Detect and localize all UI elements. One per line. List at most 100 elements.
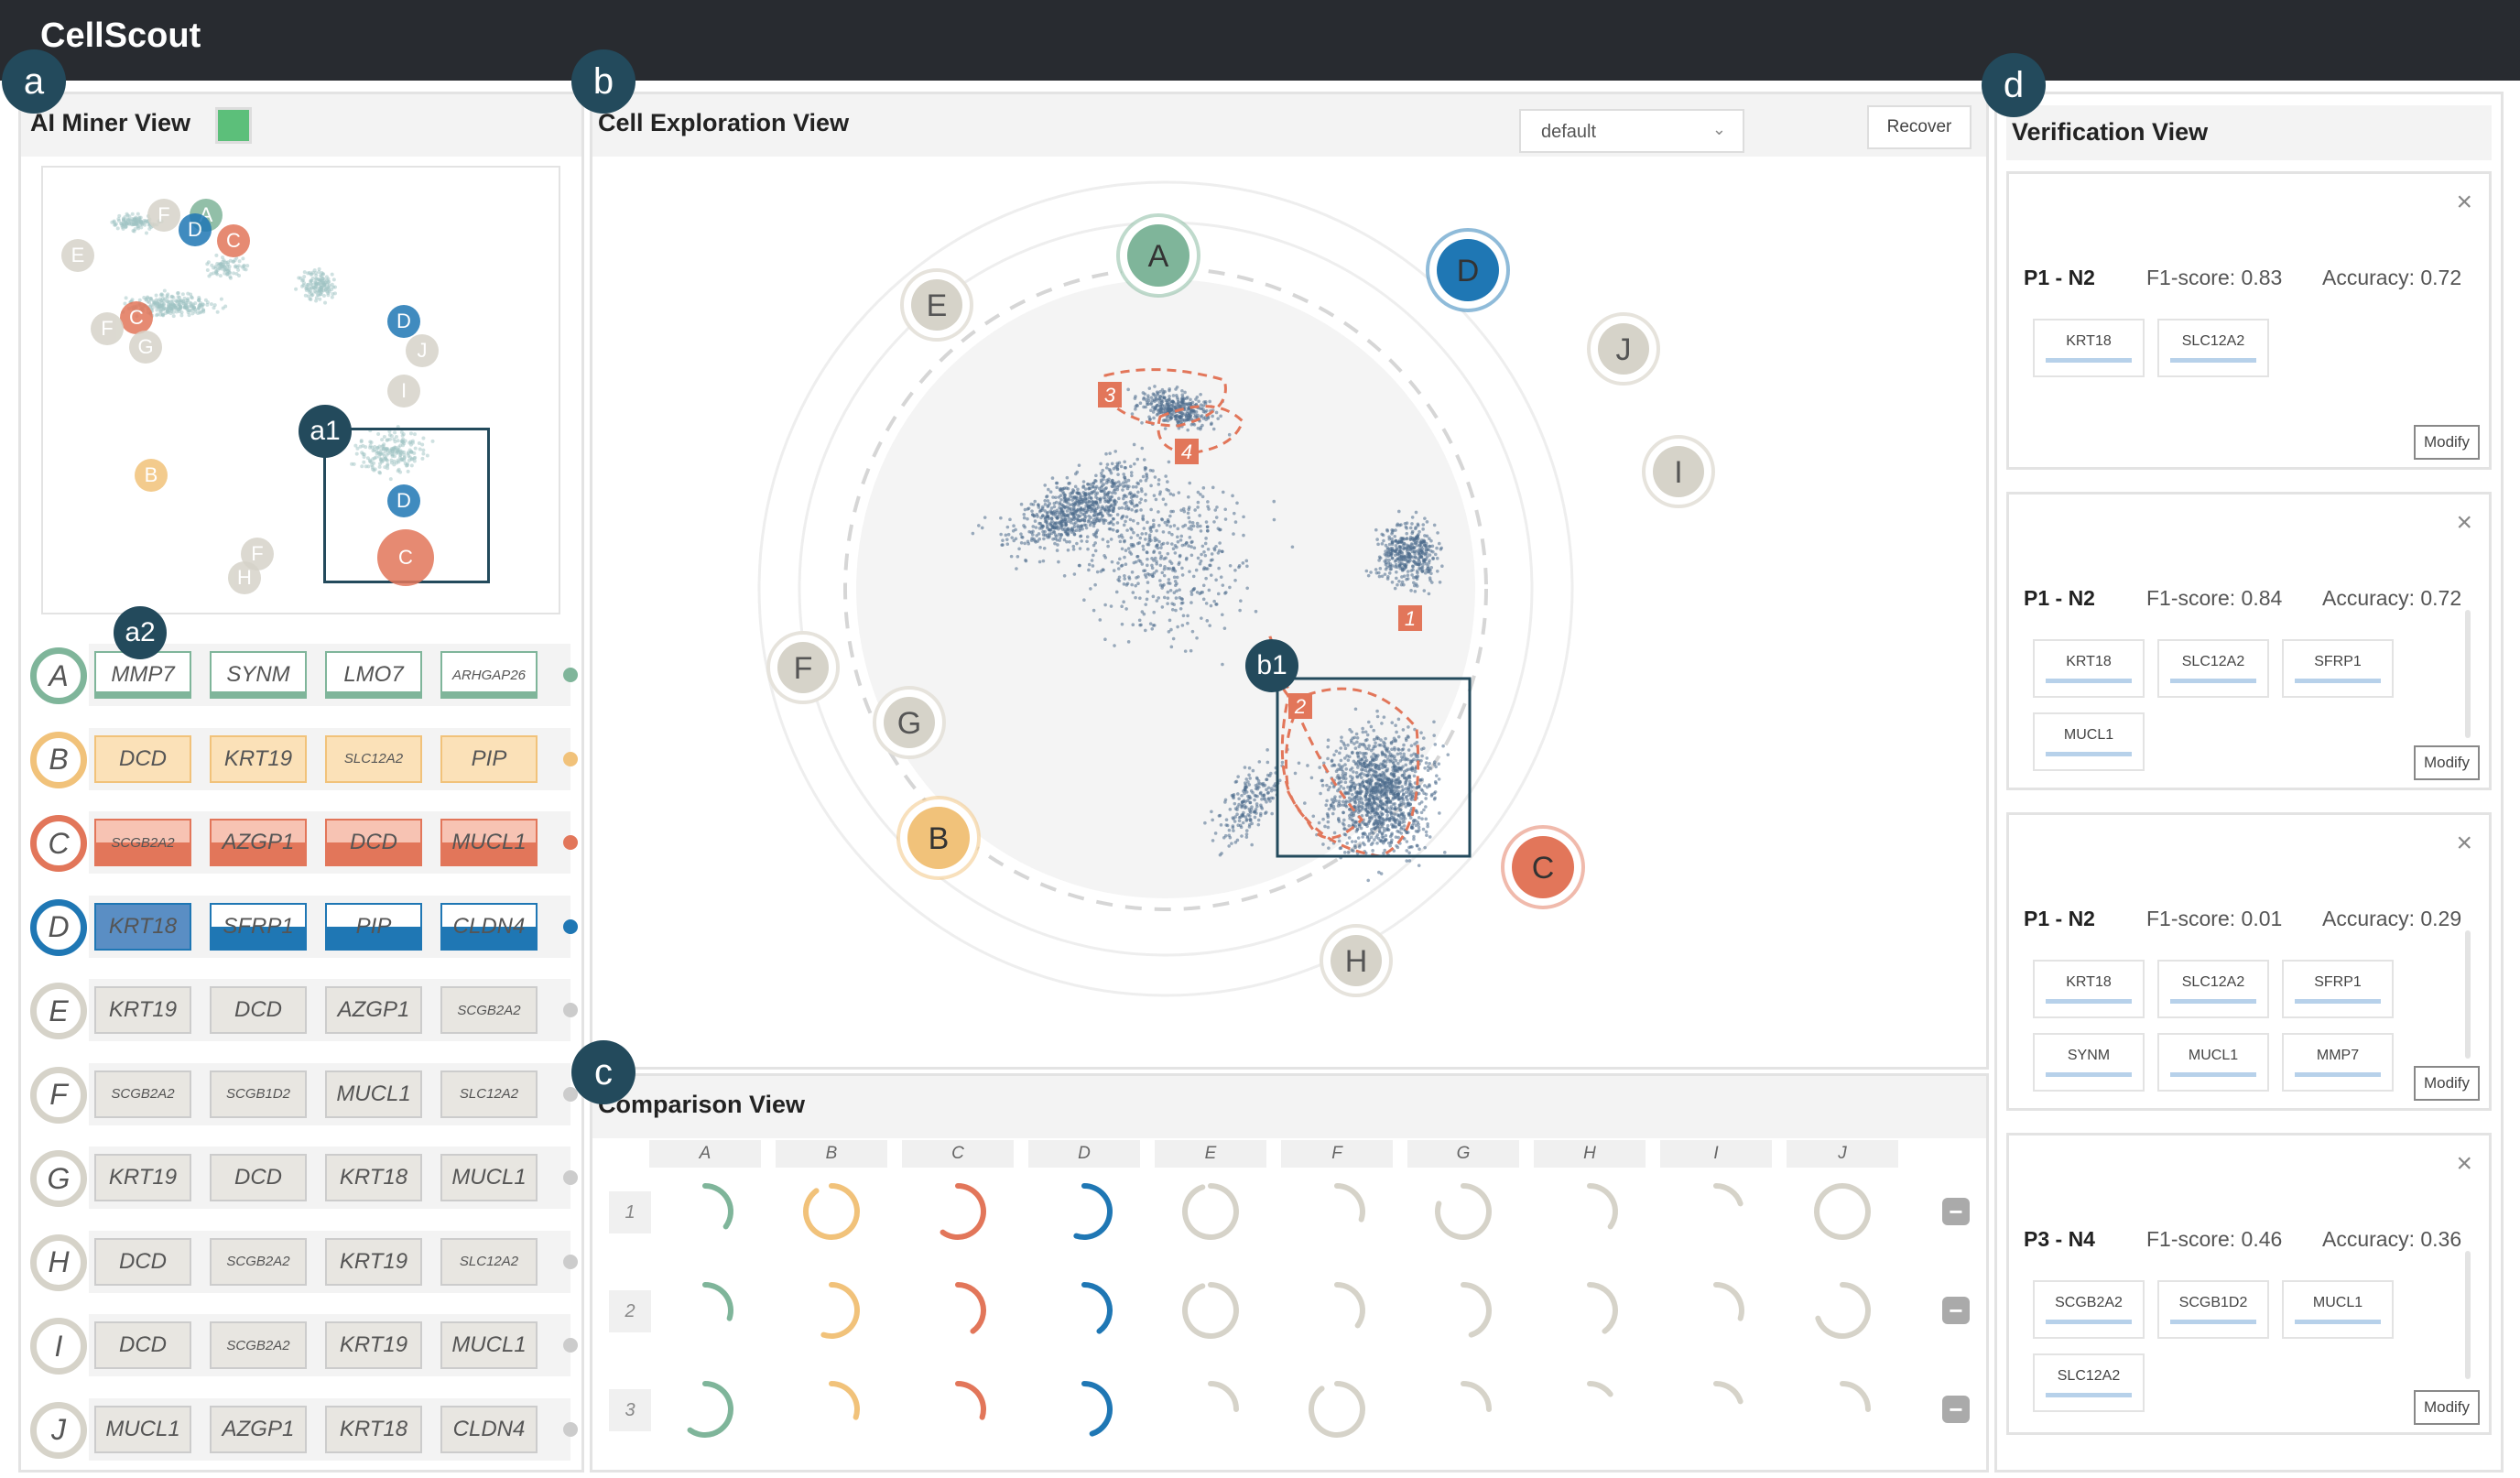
marker-gene[interactable]: SCGB1D2	[210, 1070, 307, 1118]
comparison-arc[interactable]	[1073, 1183, 1113, 1240]
overview-cluster-node[interactable]: C	[120, 301, 153, 334]
marker-gene[interactable]: PIP	[325, 902, 422, 951]
cluster-region[interactable]	[1103, 368, 1227, 428]
marker-gene[interactable]: AZGP1	[325, 986, 422, 1034]
overview-cluster-node[interactable]: F	[241, 538, 274, 571]
marker-gene[interactable]: PIP	[440, 734, 538, 783]
marker-gene[interactable]: KRT18	[94, 902, 191, 951]
comparison-arc[interactable]	[1182, 1183, 1239, 1240]
comparison-arc[interactable]	[955, 1381, 986, 1420]
comparison-arc[interactable]	[1587, 1282, 1618, 1334]
region-label-box[interactable]	[1398, 605, 1422, 631]
marker-gene[interactable]: KRT19	[94, 986, 191, 1034]
cluster-label-j[interactable]: J	[30, 1401, 87, 1459]
cluster-node-g[interactable]	[884, 697, 935, 748]
layout-dropdown[interactable]: default ⌄	[1519, 109, 1744, 153]
overview-cluster-node[interactable]: C	[217, 224, 250, 257]
overview-cluster-node[interactable]: E	[61, 239, 94, 272]
cluster-label-h[interactable]: H	[30, 1233, 87, 1291]
marker-gene[interactable]: CLDN4	[440, 1405, 538, 1453]
cluster-label-b[interactable]: B	[30, 731, 87, 788]
comparison-arc[interactable]	[1334, 1183, 1365, 1223]
comparison-arc[interactable]	[1208, 1381, 1239, 1412]
region-label-box[interactable]	[1098, 382, 1122, 408]
comparison-arc[interactable]	[1815, 1282, 1871, 1339]
comparison-arc[interactable]	[687, 1381, 733, 1438]
marker-gene[interactable]: MUCL1	[325, 1070, 422, 1118]
marker-gene[interactable]: SCGB2A2	[440, 986, 538, 1034]
cluster-node-e[interactable]	[911, 279, 962, 331]
overview-cluster-node[interactable]: D	[387, 305, 420, 338]
card-gene-chip[interactable]: SLC12A2	[2033, 1353, 2145, 1412]
marker-gene[interactable]: CLDN4	[440, 902, 538, 951]
marker-gene[interactable]: AZGP1	[210, 819, 307, 866]
marker-gene[interactable]: DCD	[210, 1154, 307, 1201]
marker-gene[interactable]: DCD	[94, 1237, 191, 1286]
comparison-arc[interactable]	[803, 1183, 860, 1240]
close-icon[interactable]: ×	[2456, 1148, 2472, 1179]
card-gene-chip[interactable]: KRT18	[2033, 960, 2145, 1018]
card-gene-chip[interactable]: KRT18	[2033, 319, 2145, 377]
marker-gene[interactable]: DCD	[210, 986, 307, 1034]
comparison-arc[interactable]	[1461, 1381, 1492, 1412]
marker-gene[interactable]: SCGB2A2	[94, 1070, 191, 1118]
cluster-region[interactable]	[1285, 687, 1420, 858]
cluster-region[interactable]	[1268, 636, 1364, 840]
comparison-arc[interactable]	[1713, 1381, 1743, 1405]
cluster-label-c[interactable]: C	[30, 815, 87, 872]
cluster-label-f[interactable]: F	[30, 1066, 87, 1124]
overview-cluster-node[interactable]: D	[179, 213, 212, 246]
selection-box[interactable]	[1276, 677, 1472, 858]
comparison-arc[interactable]	[820, 1282, 860, 1339]
modify-button[interactable]: Modify	[2414, 1390, 2480, 1425]
cluster-label-a[interactable]: A	[30, 647, 87, 704]
marker-gene[interactable]: AZGP1	[210, 1405, 307, 1453]
marker-gene[interactable]: ARHGAP26	[440, 651, 538, 699]
marker-gene[interactable]: SFRP1	[210, 902, 307, 951]
marker-gene[interactable]: KRT19	[94, 1154, 191, 1201]
cluster-node-f[interactable]	[777, 642, 829, 693]
cluster-node-c[interactable]	[1512, 836, 1574, 898]
overview-cluster-node[interactable]: G	[129, 331, 162, 364]
overview-cluster-node[interactable]: B	[135, 459, 168, 492]
overview-cluster-node[interactable]: C	[377, 529, 434, 586]
modify-button[interactable]: Modify	[2414, 745, 2480, 780]
cluster-label-d[interactable]: D	[30, 898, 87, 956]
overview-cluster-node[interactable]: J	[406, 334, 439, 367]
cluster-node-b[interactable]	[907, 807, 970, 869]
card-gene-chip[interactable]: SCGB1D2	[2157, 1280, 2269, 1339]
marker-gene[interactable]: SCGB2A2	[210, 1321, 307, 1369]
marker-gene[interactable]: KRT18	[325, 1154, 422, 1201]
card-gene-chip[interactable]: MUCL1	[2033, 712, 2145, 771]
marker-gene[interactable]: DCD	[94, 734, 191, 783]
overview-cluster-node[interactable]: H	[228, 561, 261, 594]
comparison-arc[interactable]	[1081, 1381, 1113, 1437]
comparison-arc[interactable]	[940, 1183, 986, 1240]
overview-cluster-node[interactable]: F	[147, 199, 180, 232]
card-scrollbar[interactable]	[2465, 610, 2471, 738]
cluster-node-i[interactable]	[1653, 446, 1704, 497]
card-gene-chip[interactable]: SFRP1	[2282, 639, 2394, 698]
card-gene-chip[interactable]: SCGB2A2	[2033, 1280, 2145, 1339]
comparison-arc[interactable]	[1461, 1282, 1492, 1338]
cluster-node-j[interactable]	[1598, 323, 1649, 375]
marker-gene[interactable]: DCD	[94, 1321, 191, 1369]
comparison-arc[interactable]	[1334, 1282, 1365, 1329]
comparison-arc[interactable]	[1814, 1183, 1871, 1240]
comparison-arc[interactable]	[1713, 1183, 1743, 1207]
modify-button[interactable]: Modify	[2414, 1066, 2480, 1101]
marker-gene[interactable]: MUCL1	[440, 819, 538, 866]
marker-gene[interactable]: SLC12A2	[440, 1070, 538, 1118]
card-scrollbar[interactable]	[2465, 930, 2471, 1059]
marker-gene[interactable]: MUCL1	[440, 1154, 538, 1201]
marker-gene[interactable]: SCGB2A2	[94, 819, 191, 866]
card-gene-chip[interactable]: SFRP1	[2282, 960, 2394, 1018]
marker-gene[interactable]: DCD	[325, 819, 422, 866]
comparison-arc[interactable]	[702, 1183, 733, 1230]
cluster-node-a[interactable]	[1127, 224, 1189, 287]
marker-gene[interactable]: KRT18	[325, 1405, 422, 1453]
card-gene-chip[interactable]: MUCL1	[2157, 1033, 2269, 1092]
marker-gene[interactable]: SLC12A2	[325, 734, 422, 783]
cluster-label-g[interactable]: G	[30, 1150, 87, 1207]
